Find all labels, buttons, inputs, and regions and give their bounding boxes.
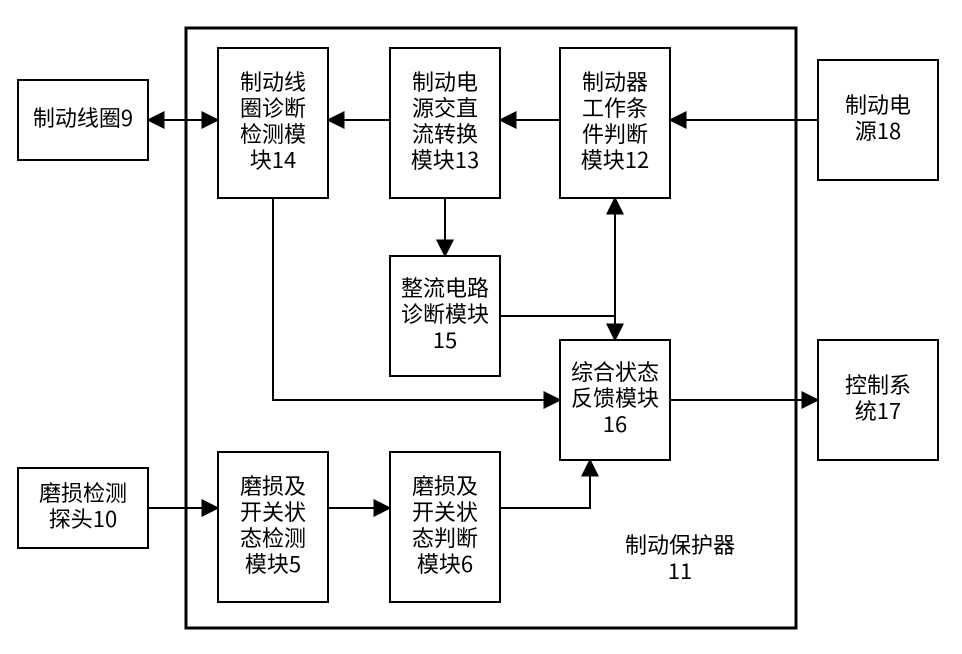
node-n5: 磨损及开关状态检测模块5 — [218, 452, 328, 602]
node-n6-label: 磨损及开关状态判断模块6 — [412, 469, 478, 579]
node-n9: 制动线圈9 — [18, 80, 148, 160]
svg-text:模块6: 模块6 — [417, 547, 473, 579]
node-n13: 制动电源交直流转换模块13 — [390, 48, 500, 198]
node-n15: 整流电路诊断模块15 — [390, 256, 500, 376]
node-n5-label: 磨损及开关状态检测模块5 — [240, 469, 306, 579]
edge-n15-n16 — [500, 316, 615, 340]
node-n12-label: 制动器工作条件判断模块12 — [581, 65, 649, 175]
container-label: 制动保护器11 — [625, 528, 735, 586]
node-n17-label: 控制系统17 — [845, 368, 911, 426]
node-n6: 磨损及开关状态判断模块6 — [390, 452, 500, 602]
svg-text:模块5: 模块5 — [245, 547, 301, 579]
svg-text:模块12: 模块12 — [581, 143, 649, 175]
node-n9-label: 制动线圈9 — [33, 101, 133, 133]
node-n10-label: 磨损检测探头10 — [39, 476, 127, 534]
node-n13-label: 制动电源交直流转换模块13 — [411, 65, 479, 175]
node-n14-label: 制动线圈诊断检测模块14 — [240, 65, 306, 175]
node-n14: 制动线圈诊断检测模块14 — [218, 48, 328, 198]
svg-text:16: 16 — [603, 407, 627, 439]
svg-text:块14: 块14 — [250, 143, 296, 175]
svg-text:11: 11 — [668, 554, 692, 586]
brake-protector-diagram: 制动保护器11 制动线圈9 磨损检测探头10 制动线圈诊断检测模块14 制动电源交直流… — [0, 0, 962, 654]
svg-text:15: 15 — [433, 323, 457, 355]
node-n10: 磨损检测探头10 — [18, 468, 148, 548]
node-n12: 制动器工作条件判断模块12 — [560, 48, 670, 198]
svg-text:制动线圈9: 制动线圈9 — [33, 101, 133, 133]
svg-text:统17: 统17 — [855, 394, 901, 426]
svg-text:模块13: 模块13 — [411, 143, 479, 175]
node-n18-label: 制动电源18 — [845, 88, 911, 146]
node-n18: 制动电源18 — [818, 60, 938, 180]
svg-text:源18: 源18 — [855, 114, 901, 146]
edge-n6-n16 — [500, 460, 590, 508]
node-n16: 综合状态反馈模块16 — [560, 340, 670, 460]
node-n17: 控制系统17 — [818, 340, 938, 460]
svg-text:探头10: 探头10 — [49, 502, 117, 534]
